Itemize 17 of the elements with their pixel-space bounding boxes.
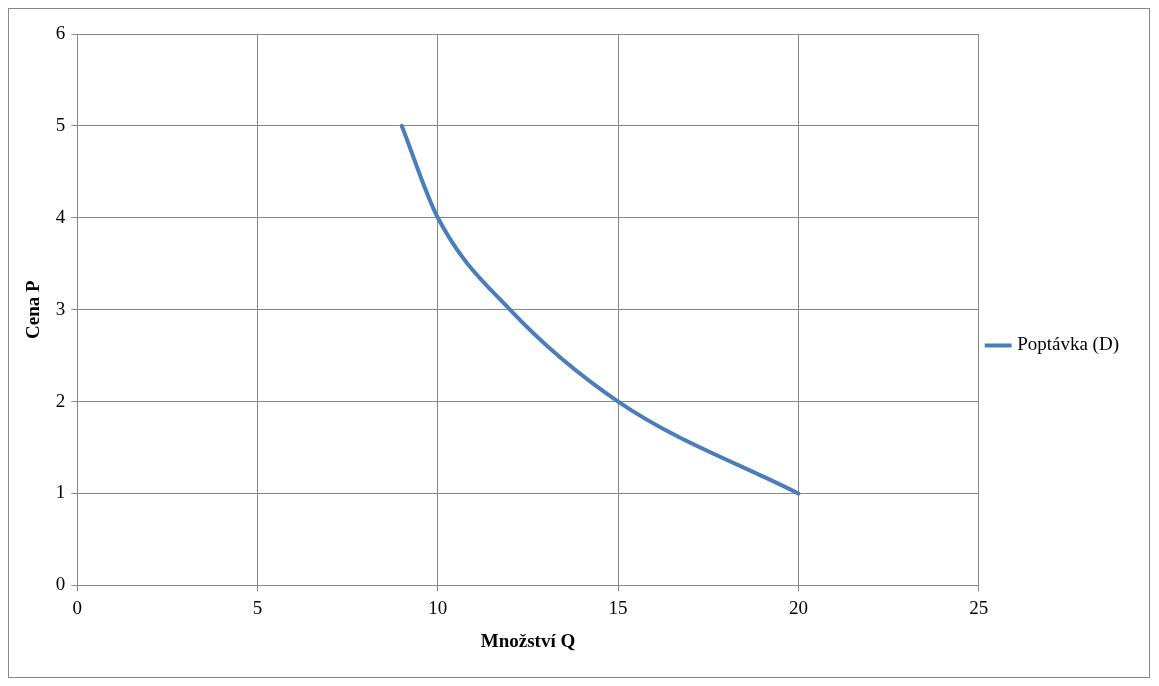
line-series xyxy=(399,123,801,496)
x-tick-label: 15 xyxy=(608,596,628,618)
x-tick-label: 20 xyxy=(788,596,808,618)
x-tick-label: 25 xyxy=(969,596,989,618)
y-tick-label: 6 xyxy=(55,21,66,43)
x-tick-label: 0 xyxy=(72,596,83,618)
y-axis-title: Cena P xyxy=(22,280,44,339)
y-tick-label: 3 xyxy=(55,297,66,319)
x-tick-label: 5 xyxy=(252,596,263,618)
x-tick-label: 10 xyxy=(428,596,448,618)
x-axis-title: Množství Q xyxy=(480,629,576,651)
y-tick-label: 4 xyxy=(55,205,66,227)
y-tick-label: 1 xyxy=(55,481,66,503)
legend-label: Poptávka (D) xyxy=(1017,333,1120,356)
y-tick-label: 5 xyxy=(55,113,66,135)
y-tick-label: 0 xyxy=(55,573,66,595)
y-tick-label: 2 xyxy=(55,389,66,411)
